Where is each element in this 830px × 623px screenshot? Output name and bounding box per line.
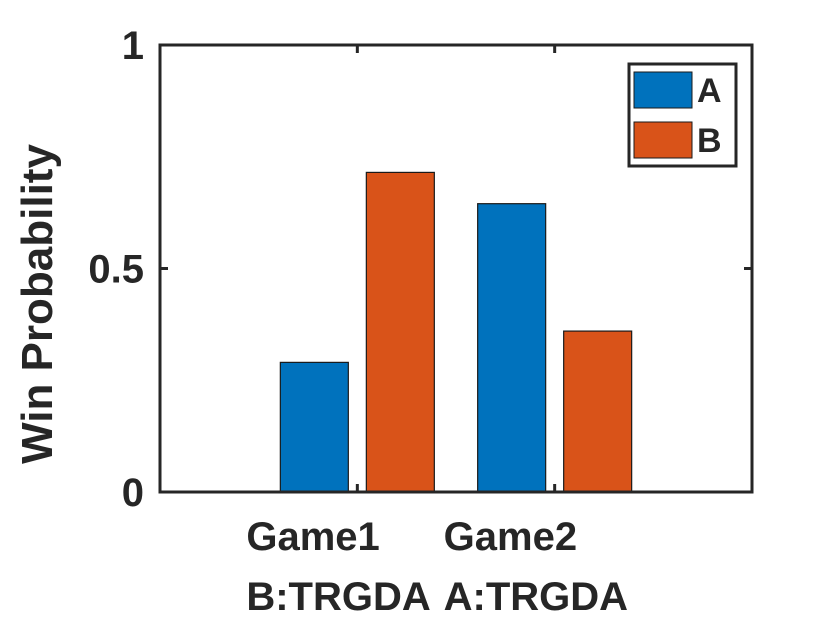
y-tick-label: 1: [122, 24, 144, 68]
axes-group: 0 0.5 1 Game1 B:TRGDA Game2 A:TRGDA: [88, 24, 754, 619]
y-tick-label: 0: [122, 471, 144, 515]
x-category-sublabel: B:TRGDA: [246, 575, 430, 619]
legend-label-B: B: [697, 122, 722, 160]
y-tick-label: 0.5: [88, 248, 144, 292]
legend: AB: [627, 62, 738, 168]
x-category-label: Game2: [444, 515, 577, 559]
bars-group: [279, 171, 633, 493]
bar-B-2: [563, 330, 633, 493]
x-category-sublabel: A:TRGDA: [444, 575, 628, 619]
legend-swatch-B: [633, 121, 693, 159]
y-axis-title: Win Probability: [13, 144, 62, 464]
legend-label-A: A: [697, 72, 722, 110]
x-category-label: Game1: [246, 515, 379, 559]
bar-B-1: [365, 171, 435, 493]
bar-A-1: [279, 361, 349, 493]
legend-swatch-A: [633, 71, 693, 109]
bar-A-2: [477, 203, 547, 493]
